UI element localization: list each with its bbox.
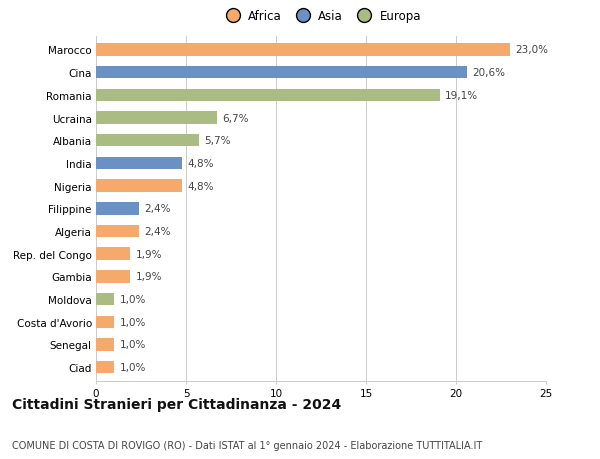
Text: 19,1%: 19,1% bbox=[445, 90, 478, 101]
Bar bbox=[96, 112, 217, 124]
Bar bbox=[96, 270, 130, 283]
Text: 2,4%: 2,4% bbox=[145, 204, 171, 214]
Text: 20,6%: 20,6% bbox=[472, 68, 505, 78]
Text: 1,0%: 1,0% bbox=[119, 340, 146, 350]
Text: 5,7%: 5,7% bbox=[204, 136, 230, 146]
Text: 1,9%: 1,9% bbox=[136, 249, 162, 259]
Text: 1,0%: 1,0% bbox=[119, 317, 146, 327]
Bar bbox=[96, 202, 139, 215]
Legend: Africa, Asia, Europa: Africa, Asia, Europa bbox=[216, 5, 426, 28]
Bar bbox=[96, 44, 510, 56]
Text: 6,7%: 6,7% bbox=[222, 113, 248, 123]
Bar bbox=[96, 225, 139, 238]
Text: 4,8%: 4,8% bbox=[188, 158, 214, 168]
Text: COMUNE DI COSTA DI ROVIGO (RO) - Dati ISTAT al 1° gennaio 2024 - Elaborazione TU: COMUNE DI COSTA DI ROVIGO (RO) - Dati IS… bbox=[12, 440, 482, 450]
Text: 23,0%: 23,0% bbox=[515, 45, 548, 55]
Bar bbox=[96, 180, 182, 192]
Text: 1,0%: 1,0% bbox=[119, 294, 146, 304]
Text: 1,9%: 1,9% bbox=[136, 272, 162, 282]
Text: 1,0%: 1,0% bbox=[119, 363, 146, 372]
Bar bbox=[96, 67, 467, 79]
Bar bbox=[96, 293, 114, 306]
Bar bbox=[96, 361, 114, 374]
Bar bbox=[96, 316, 114, 328]
Text: 2,4%: 2,4% bbox=[145, 226, 171, 236]
Bar bbox=[96, 157, 182, 170]
Text: 4,8%: 4,8% bbox=[188, 181, 214, 191]
Bar bbox=[96, 338, 114, 351]
Bar bbox=[96, 134, 199, 147]
Bar bbox=[96, 248, 130, 260]
Bar bbox=[96, 90, 440, 102]
Text: Cittadini Stranieri per Cittadinanza - 2024: Cittadini Stranieri per Cittadinanza - 2… bbox=[12, 397, 341, 411]
